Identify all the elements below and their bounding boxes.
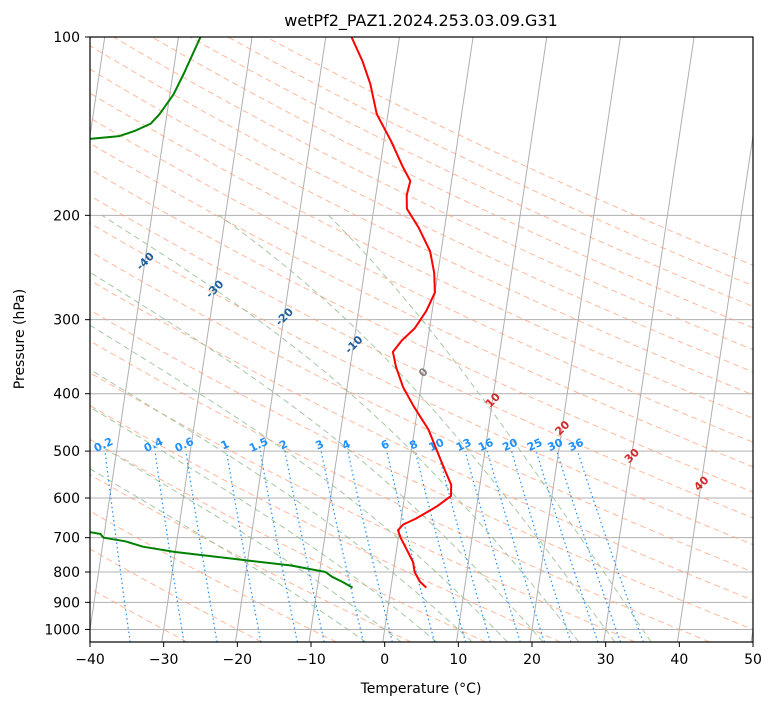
mixing-ratio-line bbox=[104, 451, 131, 642]
dry-adiabat-line bbox=[90, 168, 753, 493]
dry-adiabat-line bbox=[90, 548, 262, 642]
moist-adiabat-line bbox=[90, 368, 473, 642]
dewpoint-profile-line bbox=[90, 37, 354, 589]
dry-adiabat-line bbox=[90, 195, 753, 519]
isotherm-line bbox=[603, 37, 695, 642]
mixing-ratio-label: 25 bbox=[525, 436, 544, 454]
isotherm-line bbox=[234, 37, 327, 642]
mixing-ratio-line bbox=[486, 450, 545, 642]
dry-adiabat-line bbox=[90, 142, 753, 468]
background-lines bbox=[90, 37, 753, 642]
chart-title: wetPf2_PAZ1.2024.253.03.09.G31 bbox=[284, 11, 558, 31]
moist-adiabat-line bbox=[328, 214, 652, 642]
y-tick-label: 300 bbox=[53, 313, 80, 329]
y-tick-label: 200 bbox=[53, 208, 80, 224]
dry-adiabat-line bbox=[90, 117, 753, 443]
x-axis-label: Temperature (°C) bbox=[360, 681, 482, 697]
mixing-ratio-line bbox=[185, 451, 218, 642]
mixing-ratio-line bbox=[414, 450, 467, 642]
isotherm-label: -50 bbox=[64, 222, 87, 245]
isotherm-line bbox=[750, 626, 753, 642]
plot-background bbox=[90, 37, 753, 642]
y-tick-label: 700 bbox=[53, 531, 80, 547]
isotherm-line bbox=[308, 37, 400, 642]
dry-adiabat-line bbox=[90, 404, 561, 642]
moist-adiabat-line bbox=[101, 214, 580, 642]
dry-adiabat-line bbox=[151, 37, 753, 329]
moist-adiabat-line bbox=[90, 439, 402, 642]
moist-adiabat-line bbox=[90, 468, 367, 642]
dry-adiabat-line bbox=[90, 250, 753, 573]
x-tick-label: 0 bbox=[380, 652, 389, 668]
mixing-ratio-label: 20 bbox=[500, 436, 520, 454]
dry-adiabat-line bbox=[90, 68, 753, 396]
y-tick-label: 500 bbox=[53, 444, 80, 460]
isotherm-line bbox=[382, 37, 474, 642]
isotherm-line bbox=[529, 37, 621, 642]
mixing-ratio-label: 10 bbox=[427, 436, 447, 454]
mixing-ratio-line bbox=[464, 450, 521, 642]
mixing-ratio-line bbox=[437, 450, 491, 642]
dry-adiabat-line bbox=[90, 510, 337, 642]
y-tick-label: 100 bbox=[53, 30, 80, 46]
axes: −40 −30 −20 −10 0 10 20 30 40 50 100 200 300 400 500 60… bbox=[44, 30, 762, 668]
dry-adiabat-line bbox=[90, 45, 753, 373]
isotherm-label: -60 bbox=[0, 194, 18, 217]
y-tick-label: 400 bbox=[53, 387, 80, 403]
y-tick-label: 800 bbox=[53, 565, 80, 581]
mixing-ratio-label: 13 bbox=[454, 436, 473, 454]
y-tick-label: 900 bbox=[53, 595, 80, 611]
y-tick-label: 600 bbox=[53, 491, 80, 507]
dry-adiabat-line bbox=[90, 309, 753, 630]
temperature-profile-line bbox=[350, 37, 453, 589]
isotherm-line bbox=[455, 37, 548, 642]
mixing-ratio-line bbox=[225, 450, 262, 642]
dry-adiabat-line bbox=[90, 222, 753, 546]
mixing-ratio-line bbox=[154, 451, 185, 642]
isotherm-line bbox=[90, 37, 179, 633]
y-tick-label: 1000 bbox=[44, 622, 80, 638]
moist-adiabat-line bbox=[90, 324, 508, 642]
mixing-ratio-line bbox=[511, 450, 572, 642]
plot-frame bbox=[89, 36, 754, 643]
x-tick-label: 10 bbox=[449, 652, 467, 668]
x-tick-label: 30 bbox=[597, 652, 615, 668]
mixing-ratio-label: 30 bbox=[546, 436, 566, 454]
moist-adiabat-line bbox=[218, 214, 616, 642]
moist-adiabat-line bbox=[90, 406, 437, 642]
x-tick-label: −30 bbox=[149, 652, 179, 668]
mixing-ratio-line bbox=[535, 450, 599, 642]
dry-adiabat-line bbox=[90, 372, 636, 642]
mixing-ratio-label: 16 bbox=[476, 436, 496, 454]
x-tick-label: −20 bbox=[223, 652, 253, 668]
x-tick-label: 20 bbox=[523, 652, 541, 668]
x-tick-label: 50 bbox=[744, 652, 762, 668]
profile-lines bbox=[90, 37, 453, 589]
dry-adiabat-line bbox=[90, 279, 753, 601]
x-tick-label: 40 bbox=[670, 652, 688, 668]
y-axis-label: Pressure (hPa) bbox=[12, 289, 28, 389]
x-tick-label: −10 bbox=[296, 652, 326, 668]
x-tick-label: −40 bbox=[75, 652, 105, 668]
mixing-ratio-label: 36 bbox=[566, 436, 586, 454]
dry-adiabat-line bbox=[189, 37, 753, 308]
isotherm-line bbox=[161, 37, 253, 642]
moist-adiabat-line bbox=[90, 271, 544, 642]
